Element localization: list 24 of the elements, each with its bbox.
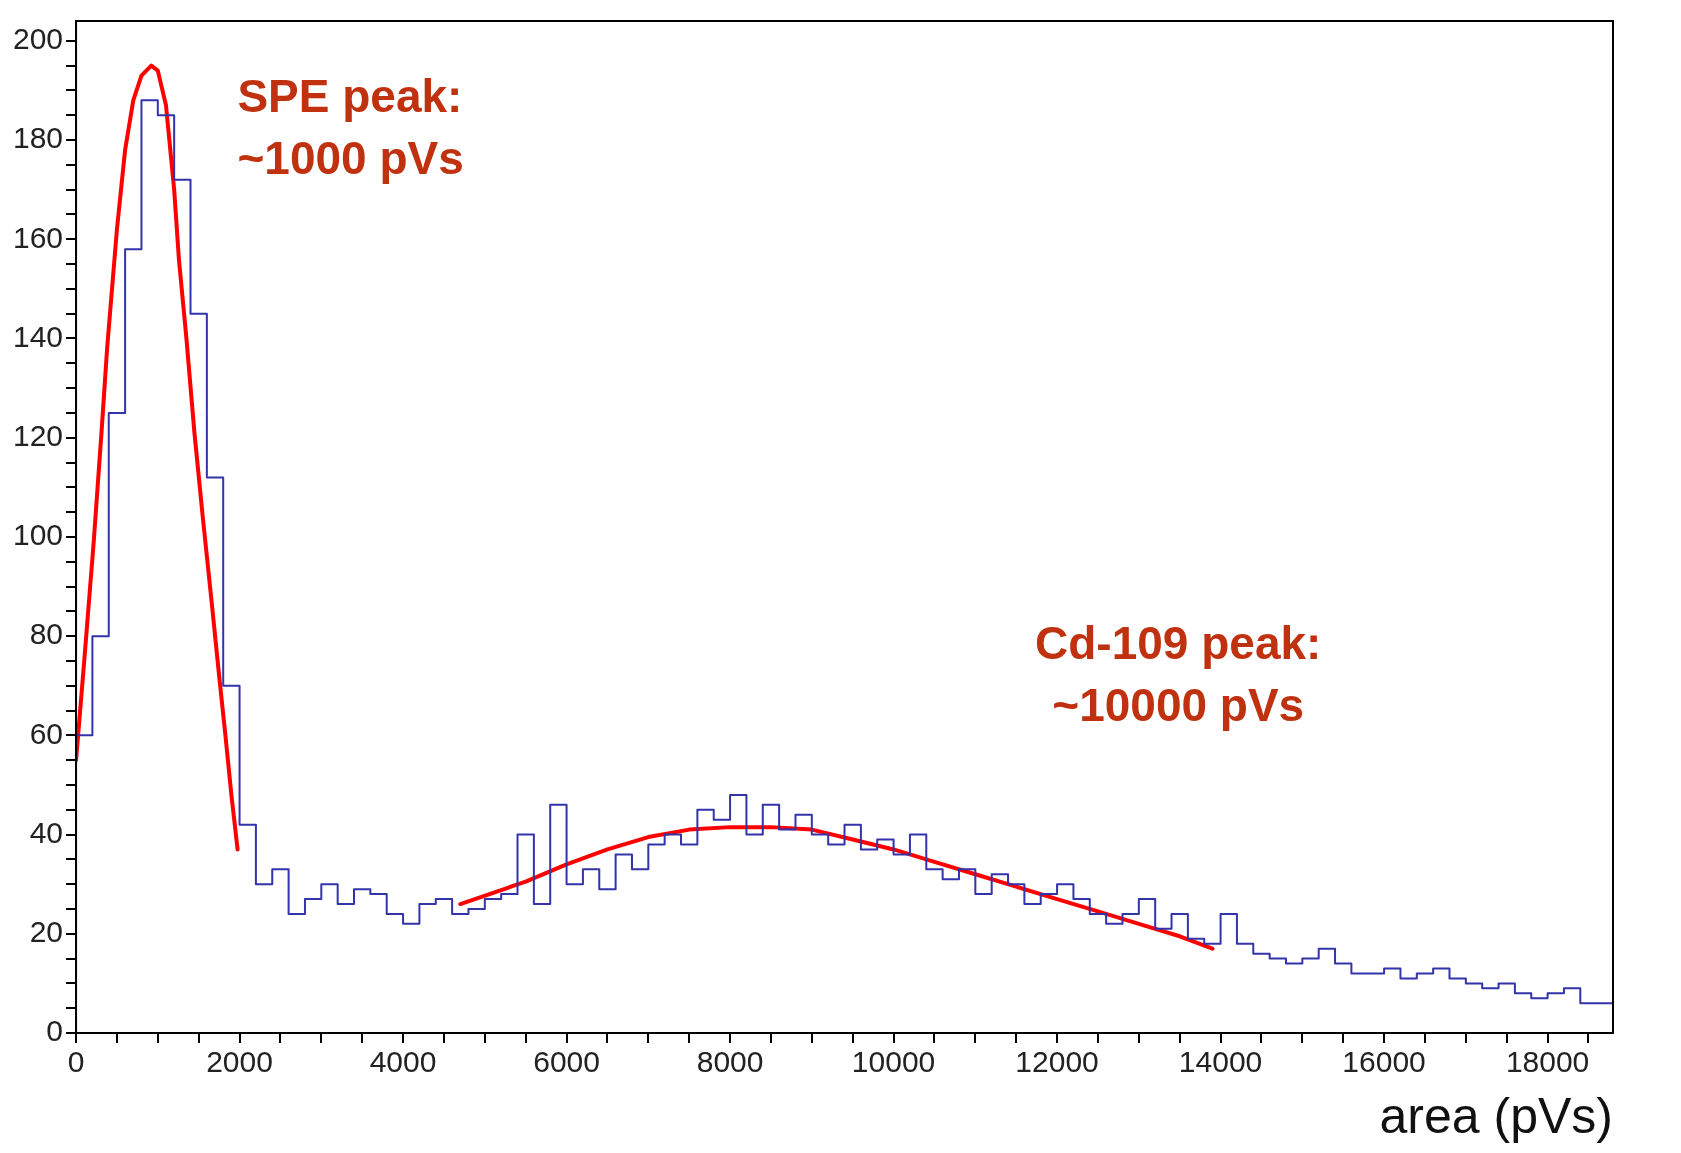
x-tick-label: 10000 [851,1045,936,1079]
y-tick-label: 20 [29,915,64,949]
x-tick-label: 18000 [1505,1045,1590,1079]
y-tick-label: 200 [12,22,64,56]
y-tick-label: 60 [29,716,64,750]
y-tick-label: 160 [12,220,64,254]
x-tick-label: 12000 [1015,1045,1099,1079]
y-tick-label: 100 [12,518,64,552]
y-tick-label: 0 [46,1014,64,1048]
y-tick-label: 40 [29,815,64,849]
x-tick-label: 2000 [206,1045,273,1079]
x-axis-title: area (pVs) [1379,1087,1613,1144]
x-tick-label: 4000 [369,1045,437,1079]
y-tick-label: 80 [29,617,64,651]
y-tick-label: 120 [12,418,64,452]
x-tick-label: 0 [67,1045,85,1079]
x-tick-label: 6000 [533,1045,600,1079]
y-tick-label: 180 [12,121,64,155]
annotation: Cd-109 peak: ~10000 pVs [1035,616,1322,731]
x-tick-label: 8000 [696,1045,764,1079]
x-tick-label: 14000 [1178,1045,1263,1079]
x-tick-label: 16000 [1342,1045,1426,1079]
y-tick-label: 140 [12,319,64,353]
annotation: SPE peak: ~1000 pVs [237,70,464,185]
